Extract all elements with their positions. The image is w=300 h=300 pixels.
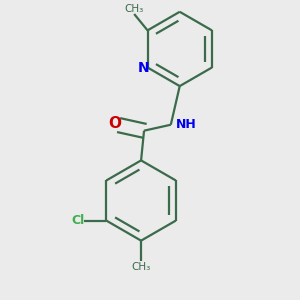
Text: Cl: Cl bbox=[71, 214, 84, 227]
Text: O: O bbox=[108, 116, 121, 131]
Text: NH: NH bbox=[176, 118, 197, 131]
Text: CH₃: CH₃ bbox=[131, 262, 151, 272]
Text: CH₃: CH₃ bbox=[124, 4, 144, 14]
Text: N: N bbox=[138, 61, 150, 74]
